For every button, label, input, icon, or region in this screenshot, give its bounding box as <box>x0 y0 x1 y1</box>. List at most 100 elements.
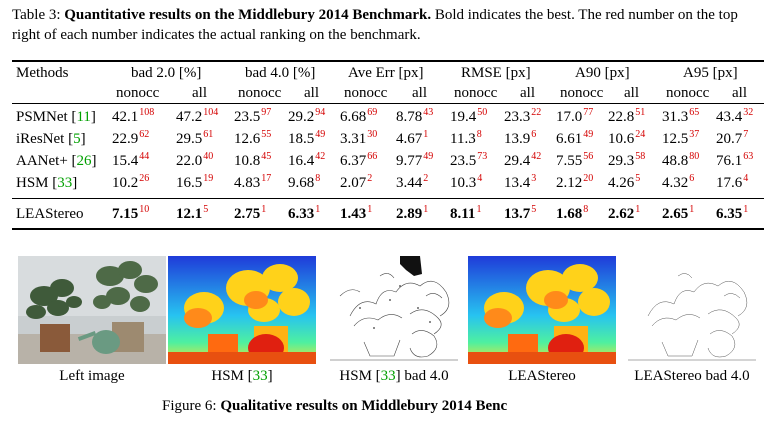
table-caption-label: Table 3: <box>12 7 61 23</box>
rank-superscript: 2 <box>367 173 373 184</box>
table-cell-leastereo: 2.621 <box>608 204 640 225</box>
rank-superscript: 69 <box>367 107 378 118</box>
cell-value: 6.61 <box>556 131 583 147</box>
rank-superscript: 19 <box>203 173 214 184</box>
cell-value: 2.07 <box>340 175 367 191</box>
cell-value: 10.2 <box>112 175 139 191</box>
cell-value: 18.5 <box>288 131 315 147</box>
rank-superscript: 73 <box>477 151 488 162</box>
rank-superscript: 24 <box>635 129 646 140</box>
rank-superscript: 42 <box>315 151 326 162</box>
subheader-nonocc: nonocc <box>116 85 160 101</box>
cell-value: 22.9 <box>112 131 139 147</box>
table-cell: 12.537 <box>662 129 700 150</box>
table-cell-leastereo: 2.891 <box>396 204 428 225</box>
label-hsm-post: ] <box>267 368 273 384</box>
label-hsm-bad4: HSM [33] bad 4.0 <box>316 368 472 385</box>
cell-value: 6.33 <box>288 206 315 222</box>
rank-superscript: 94 <box>315 107 326 118</box>
cell-value: 6.68 <box>340 109 367 125</box>
method-label: iResNet [ <box>16 131 74 147</box>
rank-superscript: 8 <box>583 204 589 215</box>
table-caption-text: Bold indicates the best. The red number … <box>12 7 738 43</box>
figure-caption-label: Figure 6: <box>162 398 217 414</box>
table-cell: 10.34 <box>450 173 482 194</box>
table-cell: 48.880 <box>662 151 699 172</box>
cell-value: 42.1 <box>112 109 139 125</box>
citation-bracket: ] <box>91 153 97 169</box>
cell-value: 2.89 <box>396 206 423 222</box>
rank-superscript: 1 <box>743 204 749 215</box>
rank-superscript: 8 <box>315 173 321 184</box>
cell-value: 13.7 <box>504 206 531 222</box>
header-group-aveerr: Ave Err [px] <box>348 65 424 81</box>
cell-value: 2.75 <box>234 206 261 222</box>
table-cell: 8.7843 <box>396 107 433 128</box>
label-hsm-cite[interactable]: 33 <box>252 368 268 384</box>
rank-superscript: 108 <box>139 107 155 118</box>
table-cell: 13.96 <box>504 129 536 150</box>
table-cell-leastereo: 6.331 <box>288 204 320 225</box>
rank-superscript: 49 <box>423 151 434 162</box>
rank-superscript: 37 <box>689 129 700 140</box>
subheader-all: all <box>304 85 319 101</box>
cell-value: 13.9 <box>504 131 531 147</box>
cell-value: 29.4 <box>504 153 531 169</box>
cell-value: 23.5 <box>450 153 477 169</box>
table-cell: 4.8317 <box>234 173 271 194</box>
rank-superscript: 26 <box>139 173 150 184</box>
table-cell: 47.2104 <box>176 107 218 128</box>
label-hsm-bad4-post: ] bad 4.0 <box>395 368 449 384</box>
subheader-all: all <box>192 85 207 101</box>
cell-value: 12.6 <box>234 131 261 147</box>
label-leastereo: LEAStereo <box>508 368 576 384</box>
cell-value: 10.3 <box>450 175 477 191</box>
citation-link[interactable]: 11 <box>76 109 91 125</box>
rank-superscript: 1 <box>423 129 429 140</box>
cell-value: 16.5 <box>176 175 203 191</box>
label-hsm-bad4-cite[interactable]: 33 <box>380 368 396 384</box>
citation-link[interactable]: 5 <box>73 131 81 147</box>
table-cell: 16.519 <box>176 173 214 194</box>
rank-superscript: 42 <box>531 151 542 162</box>
rank-superscript: 40 <box>203 151 214 162</box>
table-cell: 3.3130 <box>340 129 377 150</box>
rank-superscript: 32 <box>743 107 754 118</box>
method-label: PSMNet [ <box>16 109 77 125</box>
cell-value: 23.3 <box>504 109 531 125</box>
cell-value: 12.1 <box>176 206 203 222</box>
rank-superscript: 1 <box>261 204 267 215</box>
citation-link[interactable]: 26 <box>76 153 92 169</box>
header-group-rmse: RMSE [px] <box>461 65 531 81</box>
rank-superscript: 51 <box>635 107 646 118</box>
table-cell: 19.450 <box>450 107 487 128</box>
table-cell-leastereo: 1.688 <box>556 204 589 225</box>
subheader-nonocc: nonocc <box>344 85 388 101</box>
cell-value: 20.7 <box>716 131 743 147</box>
citation-link[interactable]: 33 <box>57 175 73 191</box>
table-cell: 10.845 <box>234 151 271 172</box>
table-cell: 9.7749 <box>396 151 434 172</box>
table-cell: 76.163 <box>716 151 754 172</box>
table-cell: 23.322 <box>504 107 541 128</box>
table-cell: 3.442 <box>396 173 428 194</box>
table-cell: 2.1220 <box>556 173 593 194</box>
table-cell: 2.072 <box>340 173 373 194</box>
cell-value: 11.3 <box>450 131 476 147</box>
cell-value: 9.77 <box>396 153 423 169</box>
header-methods: Methods <box>16 65 69 81</box>
hsm-disparity-image <box>168 256 316 364</box>
table-cell: 17.077 <box>556 107 594 128</box>
table-cell-leastereo: 1.431 <box>340 204 372 225</box>
rank-superscript: 77 <box>583 107 594 118</box>
rank-superscript: 63 <box>743 151 754 162</box>
cell-value: 29.3 <box>608 153 635 169</box>
table-cell: 6.6869 <box>340 107 378 128</box>
rank-superscript: 3 <box>531 173 537 184</box>
cell-value: 7.15 <box>112 206 139 222</box>
table-bottom-rule <box>12 228 764 230</box>
cell-value: 19.4 <box>450 109 477 125</box>
table-cell: 23.573 <box>450 151 488 172</box>
rank-superscript: 58 <box>635 151 646 162</box>
subheader-all: all <box>520 85 535 101</box>
